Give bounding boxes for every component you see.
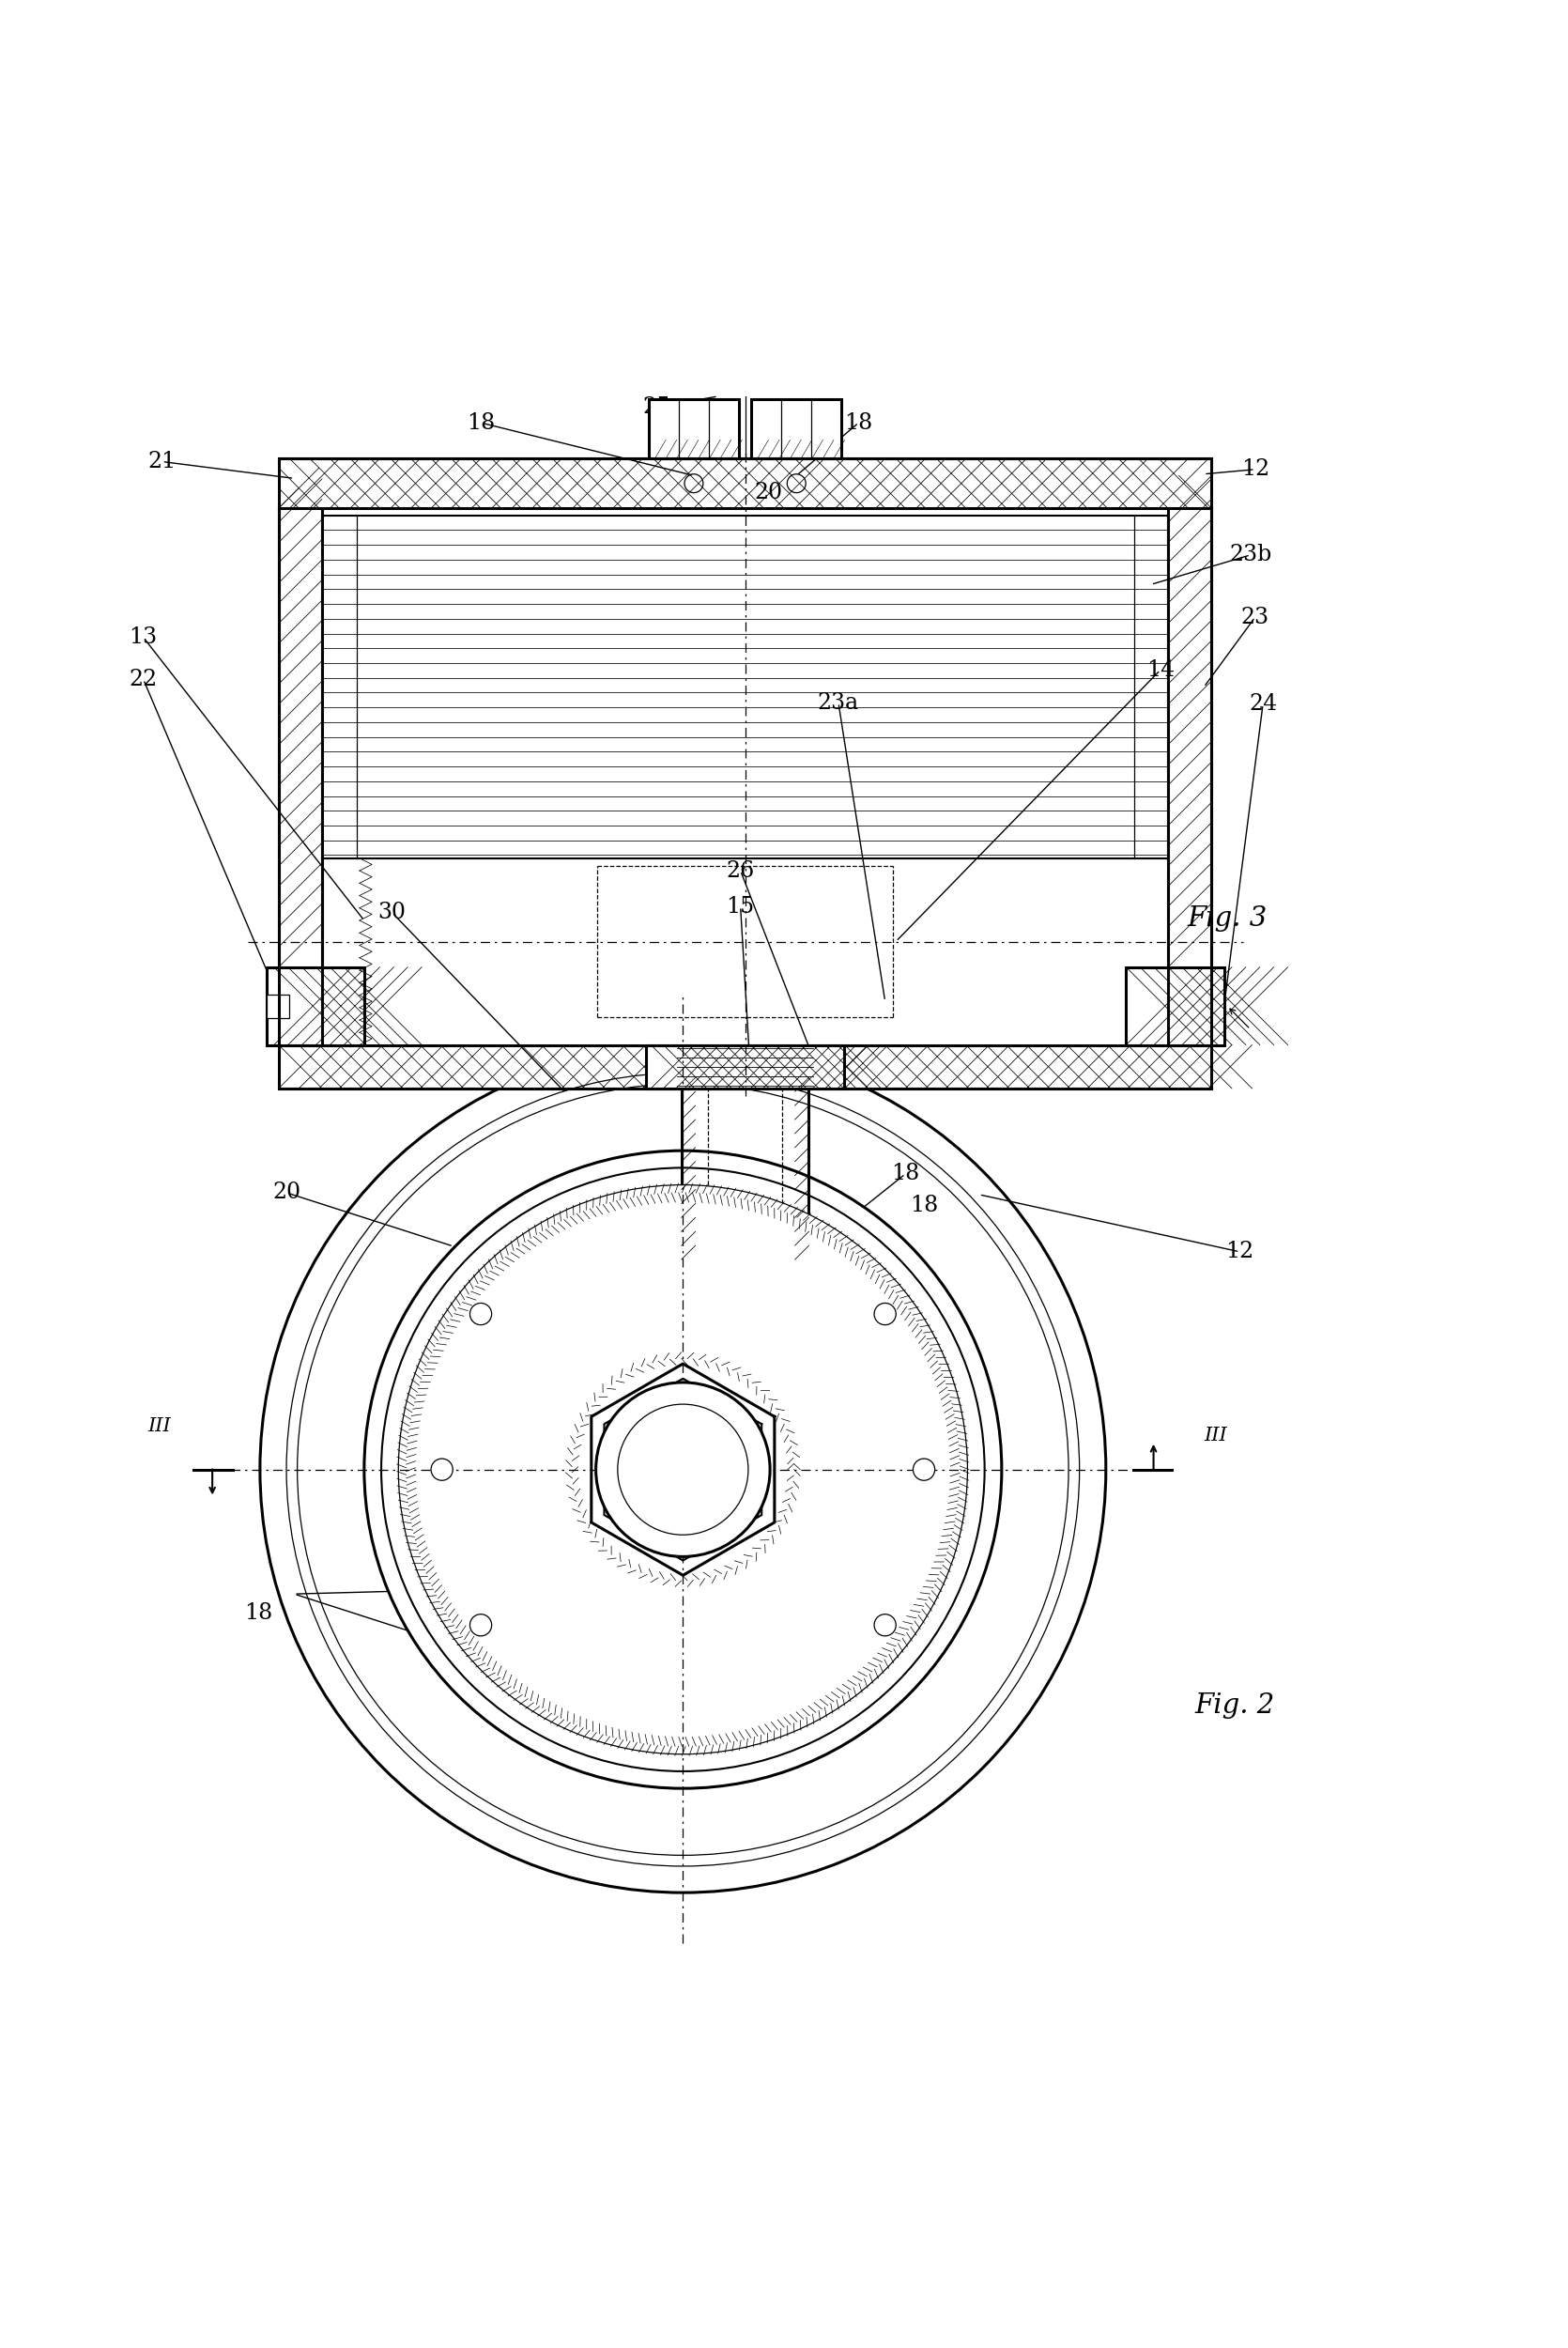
Circle shape [596,1383,770,1557]
Text: 18: 18 [891,1162,919,1186]
Text: 22: 22 [129,669,157,690]
Bar [267,967,364,1045]
Circle shape [298,1085,1068,1855]
Text: 18: 18 [845,411,873,434]
Circle shape [618,1404,748,1536]
Bar [1126,967,1225,1045]
Circle shape [470,1303,492,1324]
Text: Fig. 3: Fig. 3 [1187,906,1267,932]
Text: 18: 18 [699,1752,728,1773]
Text: III: III [1204,1425,1228,1444]
Text: 24: 24 [1248,693,1276,716]
Circle shape [364,1151,1002,1789]
Text: 25: 25 [643,397,671,418]
Bar [321,517,1168,859]
Bar [321,859,1168,1045]
Circle shape [260,1047,1105,1892]
Bar [646,1045,844,1089]
Circle shape [431,1458,453,1482]
Bar [279,458,1212,1089]
Circle shape [398,1186,967,1754]
Text: 21: 21 [147,451,176,472]
Circle shape [875,1613,895,1637]
Circle shape [287,1073,1079,1867]
Circle shape [470,1613,492,1637]
Bar [751,399,842,458]
Text: Fig. 2: Fig. 2 [1195,1693,1275,1719]
Text: 26: 26 [726,859,754,880]
Bar [279,507,321,967]
Text: 20: 20 [754,481,782,502]
Bar [1168,507,1212,967]
Bar [649,399,739,458]
Text: 23a: 23a [817,693,859,714]
Text: 23: 23 [1240,606,1269,627]
Circle shape [875,1303,895,1324]
Text: 30: 30 [378,902,406,923]
Bar [267,993,290,1017]
Text: III: III [147,1418,171,1435]
Text: 18: 18 [467,411,495,434]
Text: 12: 12 [1240,458,1270,481]
Bar [279,1045,1212,1089]
Text: 15: 15 [726,895,754,918]
Text: 14: 14 [1146,660,1174,681]
Circle shape [381,1167,985,1770]
Text: 20: 20 [273,1181,301,1205]
Text: 18: 18 [245,1601,273,1622]
Text: 23b: 23b [1229,545,1272,566]
Text: 12: 12 [1226,1242,1254,1263]
Text: 13: 13 [129,627,157,648]
Bar [279,458,1212,507]
Circle shape [913,1458,935,1482]
Text: 18: 18 [909,1195,938,1216]
